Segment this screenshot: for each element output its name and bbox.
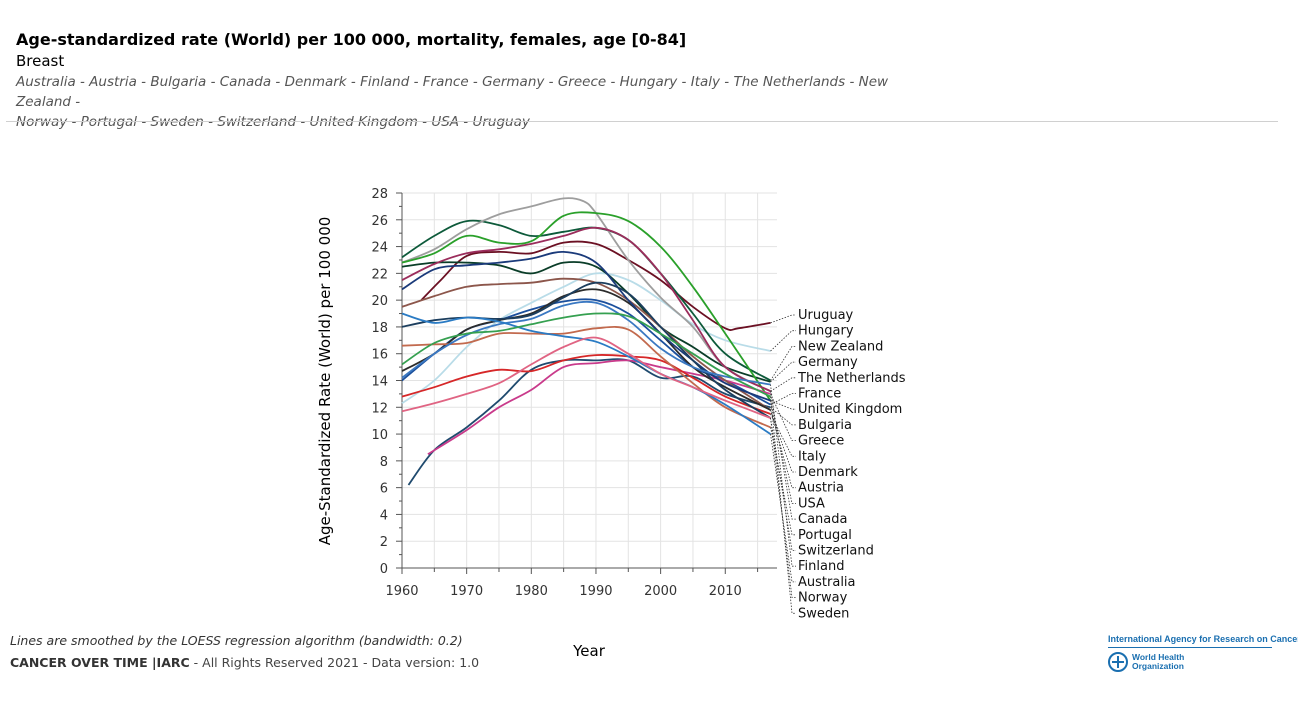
country-list: Australia - Austria - Bulgaria - Canada …	[16, 72, 946, 132]
series-label: Australia	[798, 575, 856, 590]
series-label-leader	[770, 417, 796, 598]
copyright-text: - All Rights Reserved 2021 - Data versio…	[189, 655, 480, 670]
series-label: Italy	[798, 449, 827, 464]
chart-subtitle: Breast	[16, 52, 65, 70]
y-tick-label: 14	[371, 375, 388, 390]
series-label: Finland	[798, 559, 844, 574]
y-tick-label: 6	[380, 482, 388, 497]
series-label-leader	[770, 409, 796, 473]
series-label: Bulgaria	[798, 418, 852, 433]
series-label: Hungary	[798, 324, 854, 339]
chart-title: Age-standardized rate (World) per 100 00…	[16, 30, 687, 49]
x-tick-label: 1970	[450, 584, 483, 599]
series-label: United Kingdom	[798, 402, 902, 417]
series-line-austria	[401, 288, 771, 411]
y-tick-label: 12	[371, 401, 388, 416]
series-label-leader	[770, 400, 796, 504]
x-tick-label: 2010	[709, 584, 742, 599]
x-tick-label: 1980	[515, 584, 548, 599]
who-logo-line: Organization	[1132, 661, 1184, 671]
smoothing-note: Lines are smoothed by the LOESS regressi…	[10, 633, 463, 648]
country-list-line: Australia - Austria - Bulgaria - Canada …	[16, 74, 889, 110]
y-tick-label: 10	[371, 428, 388, 443]
series-line-the-netherlands	[401, 197, 771, 392]
series-label: Canada	[798, 512, 847, 527]
x-tick-label: 1960	[385, 584, 418, 599]
series-line-bulgaria	[407, 358, 771, 486]
series-label: Switzerland	[798, 544, 874, 559]
series-label-leader	[770, 417, 796, 551]
y-tick-label: 4	[380, 508, 388, 523]
series-line-switzerland	[401, 281, 771, 419]
iarc-logo-text: International Agency for Research on Can…	[1108, 634, 1298, 644]
y-tick-label: 0	[380, 562, 388, 577]
chart-series	[401, 197, 772, 486]
series-line-norway	[401, 336, 771, 419]
series-line-greece	[427, 359, 771, 455]
series-label: Sweden	[798, 606, 849, 621]
y-tick-label: 28	[371, 187, 388, 202]
who-logo: World Health Organization	[1108, 652, 1274, 672]
series-label: Norway	[798, 591, 848, 606]
series-label-leader	[770, 314, 796, 324]
series-label: Austria	[798, 481, 844, 496]
series-label: Greece	[798, 434, 844, 449]
y-tick-label: 18	[371, 321, 388, 336]
iarc-who-logo: International Agency for Research on Can…	[1108, 634, 1298, 672]
y-tick-label: 24	[371, 241, 388, 256]
series-label-leader	[770, 384, 796, 567]
series-label-leader	[770, 396, 796, 614]
series-label: USA	[798, 496, 825, 511]
series-line-portugal	[401, 326, 771, 429]
y-tick-label: 20	[371, 294, 388, 309]
series-label-leader	[770, 393, 796, 442]
series-label-leader	[770, 377, 796, 392]
x-tick-label: 1990	[579, 584, 612, 599]
series-label-leader	[770, 393, 796, 405]
series-label: France	[798, 387, 841, 402]
series-line-denmark	[401, 277, 771, 411]
series-label: Portugal	[798, 528, 852, 543]
series-label-leader	[770, 345, 796, 381]
series-label: Germany	[798, 355, 858, 370]
y-tick-label: 26	[371, 214, 388, 229]
series-label-leader	[770, 391, 796, 520]
header-divider	[6, 121, 1278, 122]
series-label-leader	[770, 330, 796, 352]
copyright-footer: CANCER OVER TIME |IARC - All Rights Rese…	[10, 655, 479, 670]
y-tick-label: 16	[371, 348, 388, 363]
series-label: The Netherlands	[797, 371, 906, 386]
country-list-line: Norway - Portugal - Sweden - Switzerland…	[16, 114, 530, 130]
series-line-new-zealand	[401, 219, 771, 382]
series-label-leader	[770, 406, 796, 426]
y-tick-label: 22	[371, 267, 388, 282]
who-logo-line: World Health	[1132, 652, 1185, 662]
series-label: Denmark	[798, 465, 858, 480]
series-line-canada	[401, 226, 771, 393]
series-line-sweden	[401, 312, 771, 398]
series-line-united-kingdom	[401, 211, 772, 402]
who-emblem-icon	[1108, 652, 1128, 672]
series-line-finland	[401, 300, 771, 386]
x-axis-label: Year	[572, 642, 606, 660]
series-label-leader	[770, 361, 796, 383]
series-label: New Zealand	[798, 339, 883, 354]
chart-grid	[401, 192, 777, 569]
series-line-germany	[401, 261, 771, 383]
y-tick-label: 2	[380, 535, 388, 550]
brand-name: CANCER OVER TIME |IARC	[10, 655, 190, 670]
series-line-uruguay	[420, 240, 771, 331]
series-label: Uruguay	[798, 308, 854, 323]
y-tick-label: 8	[380, 455, 388, 470]
series-label-leader	[770, 400, 796, 410]
logo-rule	[1108, 647, 1272, 648]
who-logo-text: World Health Organization	[1132, 653, 1184, 671]
series-label-leader	[770, 413, 796, 457]
series-line-italy	[401, 353, 771, 415]
y-axis-label: Age-Standardized Rate (World) per 100 00…	[316, 217, 334, 546]
x-tick-label: 2000	[644, 584, 677, 599]
